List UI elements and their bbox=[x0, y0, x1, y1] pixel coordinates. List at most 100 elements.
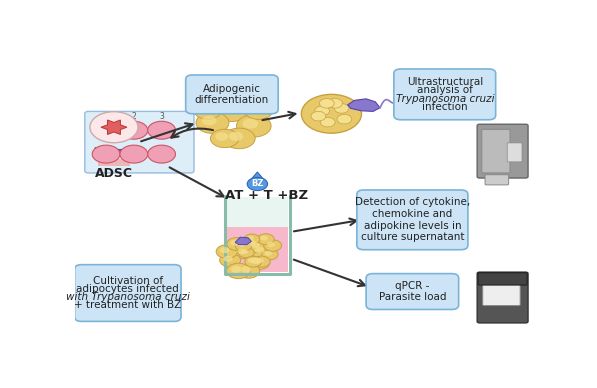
Circle shape bbox=[319, 99, 334, 108]
Text: adipocytes infected: adipocytes infected bbox=[76, 284, 179, 294]
FancyBboxPatch shape bbox=[485, 175, 509, 185]
Text: 1: 1 bbox=[104, 112, 109, 121]
Circle shape bbox=[210, 129, 239, 147]
Circle shape bbox=[247, 236, 254, 241]
Circle shape bbox=[207, 89, 238, 109]
Text: AT + T +BZ: AT + T +BZ bbox=[225, 189, 308, 203]
Circle shape bbox=[194, 101, 221, 119]
Circle shape bbox=[237, 264, 260, 278]
Circle shape bbox=[264, 251, 272, 256]
Circle shape bbox=[231, 266, 242, 273]
FancyBboxPatch shape bbox=[75, 265, 181, 321]
Circle shape bbox=[315, 106, 330, 116]
Circle shape bbox=[247, 255, 270, 270]
Circle shape bbox=[253, 256, 270, 267]
Circle shape bbox=[251, 258, 261, 264]
Text: analysis of: analysis of bbox=[417, 85, 473, 95]
Circle shape bbox=[223, 128, 255, 149]
FancyBboxPatch shape bbox=[507, 143, 522, 162]
Circle shape bbox=[92, 121, 120, 139]
Circle shape bbox=[241, 266, 251, 273]
Polygon shape bbox=[227, 197, 288, 227]
Circle shape bbox=[251, 244, 273, 258]
Circle shape bbox=[244, 101, 273, 120]
Circle shape bbox=[230, 240, 239, 246]
Polygon shape bbox=[107, 152, 121, 156]
Circle shape bbox=[237, 249, 246, 254]
Circle shape bbox=[256, 258, 264, 263]
Circle shape bbox=[238, 242, 245, 247]
Circle shape bbox=[147, 145, 176, 163]
FancyBboxPatch shape bbox=[477, 124, 528, 178]
Text: B: B bbox=[93, 147, 98, 156]
Circle shape bbox=[245, 256, 261, 267]
Circle shape bbox=[227, 237, 247, 251]
Circle shape bbox=[328, 99, 343, 108]
Polygon shape bbox=[101, 120, 127, 135]
Circle shape bbox=[267, 242, 275, 247]
Polygon shape bbox=[347, 99, 380, 111]
Circle shape bbox=[251, 242, 260, 248]
Circle shape bbox=[261, 249, 278, 260]
Circle shape bbox=[247, 240, 256, 246]
FancyBboxPatch shape bbox=[478, 273, 527, 285]
Text: Trypanosoma cruzi: Trypanosoma cruzi bbox=[396, 94, 494, 104]
Circle shape bbox=[235, 92, 251, 102]
Text: 3: 3 bbox=[159, 112, 164, 121]
Circle shape bbox=[238, 248, 254, 258]
Circle shape bbox=[229, 88, 263, 110]
FancyBboxPatch shape bbox=[366, 274, 458, 310]
Text: Ultrastructural: Ultrastructural bbox=[407, 77, 483, 87]
Polygon shape bbox=[98, 159, 130, 166]
Circle shape bbox=[217, 102, 247, 121]
Text: 2: 2 bbox=[131, 112, 136, 121]
Circle shape bbox=[234, 246, 253, 259]
Circle shape bbox=[147, 121, 176, 139]
Circle shape bbox=[244, 238, 263, 250]
Circle shape bbox=[334, 104, 349, 113]
Circle shape bbox=[202, 116, 217, 125]
Circle shape bbox=[227, 263, 250, 279]
Circle shape bbox=[337, 114, 352, 124]
Text: with Trypanosoma cruzi: with Trypanosoma cruzi bbox=[66, 292, 190, 302]
Circle shape bbox=[248, 258, 256, 263]
Circle shape bbox=[220, 247, 229, 253]
Circle shape bbox=[311, 111, 326, 121]
FancyBboxPatch shape bbox=[357, 190, 468, 250]
Circle shape bbox=[196, 112, 229, 133]
Circle shape bbox=[222, 106, 236, 114]
Text: qPCR -
Parasite load: qPCR - Parasite load bbox=[378, 281, 446, 302]
Circle shape bbox=[92, 145, 120, 163]
Circle shape bbox=[255, 247, 264, 253]
Text: Detection of cytokine,
chemokine and
adipokine levels in
culture supernatant: Detection of cytokine, chemokine and adi… bbox=[355, 197, 470, 242]
Polygon shape bbox=[93, 156, 135, 168]
Circle shape bbox=[235, 240, 252, 251]
Polygon shape bbox=[227, 227, 288, 272]
Circle shape bbox=[212, 92, 226, 102]
Text: + treatment with BZ: + treatment with BZ bbox=[74, 300, 181, 310]
Circle shape bbox=[223, 256, 233, 262]
Circle shape bbox=[199, 104, 211, 113]
Circle shape bbox=[301, 94, 362, 133]
Polygon shape bbox=[247, 172, 267, 184]
Circle shape bbox=[216, 245, 238, 258]
Text: BZ: BZ bbox=[251, 178, 264, 187]
Circle shape bbox=[229, 132, 243, 141]
FancyBboxPatch shape bbox=[85, 111, 194, 173]
Circle shape bbox=[248, 240, 267, 253]
FancyBboxPatch shape bbox=[394, 69, 496, 120]
Circle shape bbox=[264, 240, 282, 251]
Circle shape bbox=[257, 234, 274, 245]
Polygon shape bbox=[106, 149, 122, 152]
Polygon shape bbox=[235, 237, 251, 245]
FancyBboxPatch shape bbox=[186, 75, 278, 114]
FancyBboxPatch shape bbox=[482, 129, 510, 173]
Circle shape bbox=[120, 145, 147, 163]
Circle shape bbox=[250, 104, 262, 113]
Circle shape bbox=[247, 177, 267, 191]
Circle shape bbox=[260, 236, 268, 241]
FancyBboxPatch shape bbox=[483, 282, 520, 306]
FancyBboxPatch shape bbox=[477, 272, 528, 323]
Text: Adipogenic
differentiation: Adipogenic differentiation bbox=[195, 83, 269, 105]
Circle shape bbox=[321, 117, 335, 127]
